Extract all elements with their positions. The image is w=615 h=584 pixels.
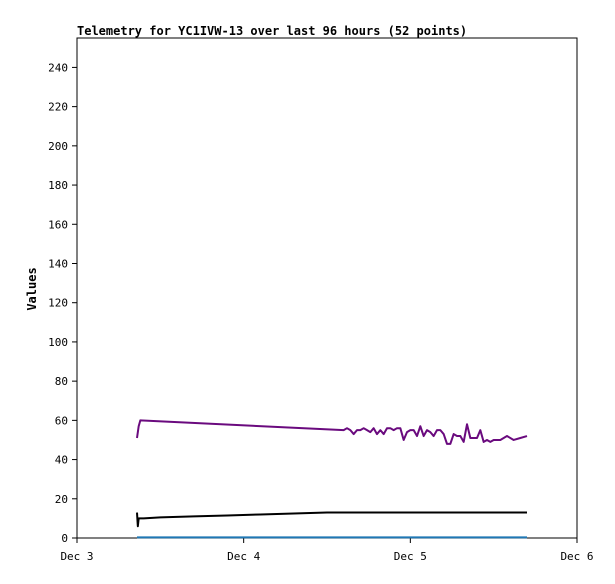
y-tick-label: 180 (48, 179, 68, 192)
y-tick-label: 120 (48, 297, 68, 310)
y-tick-label: 240 (48, 61, 68, 74)
x-tick-label: Dec 3 (60, 550, 93, 563)
y-tick-label: 20 (55, 493, 68, 506)
y-tick-label: 100 (48, 336, 68, 349)
y-tick-label: 0 (61, 532, 68, 545)
y-tick-label: 200 (48, 140, 68, 153)
y-tick-label: 160 (48, 218, 68, 231)
y-tick-label: 40 (55, 454, 68, 467)
x-tick-label: Dec 6 (560, 550, 593, 563)
y-tick-label: 140 (48, 257, 68, 270)
x-axis-ticks: Dec 3 Dec 4 Dec 5 Dec 6 (60, 538, 594, 563)
plot-frame (76, 37, 578, 539)
x-tick-label: Dec 5 (394, 550, 427, 563)
y-axis-ticks: 0 20 40 60 80 100 120 140 160 180 200 220 240 (48, 61, 77, 545)
series-layer (136, 419, 528, 539)
y-tick-label: 80 (55, 375, 68, 388)
x-tick-label: Dec 4 (227, 550, 260, 563)
chart-title: Telemetry for YC1IVW-13 over last 96 hou… (77, 24, 467, 38)
series-line-1 (136, 511, 527, 528)
y-tick-label: 60 (55, 414, 68, 427)
y-tick-label: 220 (48, 101, 68, 114)
y-axis-label: Values (25, 267, 39, 310)
series-line-0 (136, 419, 528, 445)
